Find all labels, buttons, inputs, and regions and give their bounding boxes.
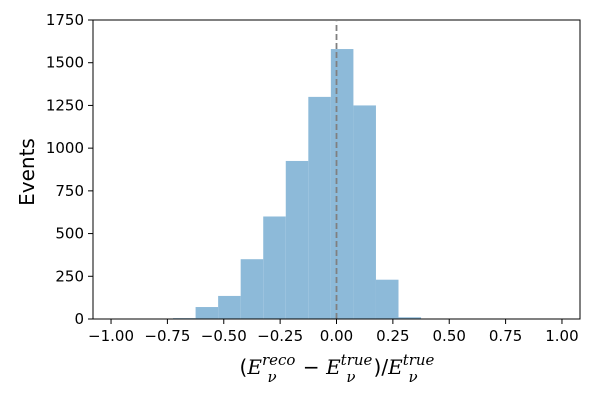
histogram-bar-6 (308, 96, 331, 319)
x-label-e-true: E (325, 355, 341, 379)
y-tick-label-7: 1750 (46, 11, 84, 29)
x-tick-label-6: 0.50 (433, 327, 466, 345)
histogram-bar-7 (330, 49, 354, 319)
x-tick-label-4: 0.00 (320, 327, 353, 345)
x-label-open-paren: ( (240, 355, 248, 379)
x-tick-label-7: 0.75 (489, 327, 522, 345)
histogram-bar-10 (398, 317, 422, 319)
x-label-close-div: )/ (374, 355, 389, 379)
x-label-sub-nu-3: ν (408, 368, 417, 386)
histogram-bar-9 (375, 279, 399, 319)
x-tick-label-8: 1.00 (545, 327, 578, 345)
histogram-bar-3 (240, 259, 264, 319)
y-tick-label-1: 250 (55, 267, 84, 285)
x-label-sup-true-1: true (341, 351, 373, 369)
x-tick-label-0: −1.00 (88, 327, 134, 345)
x-tick-label-1: −0.75 (144, 327, 190, 345)
x-tick-label-3: −0.25 (257, 327, 303, 345)
y-tick-label-3: 750 (55, 182, 84, 200)
x-label-minus: − (297, 355, 326, 379)
x-label-e-reco: E (246, 355, 262, 379)
bars-group (173, 49, 422, 319)
x-tick-label-2: −0.50 (201, 327, 247, 345)
y-tick-label-5: 1250 (46, 96, 84, 114)
x-axis-label: (Ereco ν − Etrue ν)/Etrue ν (240, 351, 435, 386)
histogram-bar-5 (285, 160, 309, 319)
histogram-bar-4 (263, 216, 286, 319)
y-tick-label-6: 1500 (46, 54, 84, 72)
x-label-sup-reco: reco (262, 351, 295, 369)
histogram-bar-2 (218, 295, 241, 319)
x-label-sub-nu-1: ν (267, 368, 276, 386)
y-tick-label-2: 500 (55, 225, 84, 243)
y-axis-label: Events (15, 138, 39, 206)
x-axis-ticks: −1.00 −0.75 −0.50 −0.25 0.00 0.25 0.50 0.75 1.00 (88, 319, 579, 345)
histogram-bar-8 (353, 105, 376, 319)
x-label-e-true-denom: E (387, 355, 403, 379)
x-tick-label-5: 0.25 (376, 327, 409, 345)
y-tick-label-0: 0 (74, 310, 84, 328)
x-label-sub-nu-2: ν (346, 368, 355, 386)
x-label-sup-true-2: true (403, 351, 435, 369)
histogram-bar-1 (195, 307, 219, 319)
y-tick-label-4: 1000 (46, 139, 84, 157)
y-axis-ticks: 0 250 500 750 1000 1250 1500 1750 (46, 11, 93, 328)
